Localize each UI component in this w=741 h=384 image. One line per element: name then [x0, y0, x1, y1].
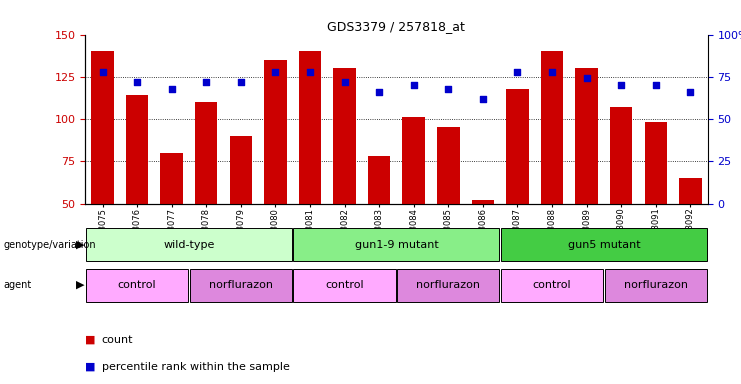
Text: count: count [102, 335, 133, 345]
Point [373, 89, 385, 95]
Bar [91, 51, 113, 204]
Text: genotype/variation: genotype/variation [4, 240, 96, 250]
Point [131, 79, 143, 85]
Point [96, 69, 108, 75]
Text: ■: ■ [85, 335, 96, 345]
Bar [605, 269, 707, 301]
Point [615, 82, 627, 88]
Text: norflurazon: norflurazon [624, 280, 688, 290]
Point [235, 79, 247, 85]
Point [339, 79, 350, 85]
Bar [293, 269, 396, 301]
Bar [86, 269, 188, 301]
Text: control: control [325, 280, 364, 290]
Text: control: control [118, 280, 156, 290]
Title: GDS3379 / 257818_at: GDS3379 / 257818_at [328, 20, 465, 33]
Bar [333, 68, 356, 204]
Bar [230, 136, 252, 204]
Point [304, 69, 316, 75]
Bar [575, 68, 598, 204]
Text: norflurazon: norflurazon [416, 280, 480, 290]
Bar [86, 228, 292, 261]
Bar [293, 228, 499, 261]
Point [477, 96, 489, 102]
Bar [195, 102, 217, 204]
Text: ▶: ▶ [76, 240, 84, 250]
Text: gun1-9 mutant: gun1-9 mutant [354, 240, 439, 250]
Point [200, 79, 212, 85]
Bar [437, 127, 459, 204]
Text: ▶: ▶ [76, 280, 84, 290]
Bar [645, 122, 667, 204]
Text: wild-type: wild-type [163, 240, 215, 250]
Bar [264, 60, 287, 204]
Bar [471, 200, 494, 204]
Text: percentile rank within the sample: percentile rank within the sample [102, 362, 290, 372]
Text: control: control [533, 280, 571, 290]
Text: gun5 mutant: gun5 mutant [568, 240, 640, 250]
Point [581, 75, 593, 81]
Point [650, 82, 662, 88]
Bar [501, 269, 603, 301]
Bar [610, 107, 632, 204]
Bar [506, 89, 528, 204]
Point [442, 86, 454, 92]
Bar [299, 51, 322, 204]
Text: ■: ■ [85, 362, 96, 372]
Bar [160, 153, 183, 204]
Bar [501, 228, 707, 261]
Bar [541, 51, 563, 204]
Point [685, 89, 697, 95]
Bar [402, 118, 425, 204]
Bar [126, 95, 148, 204]
Point [408, 82, 419, 88]
Text: norflurazon: norflurazon [209, 280, 273, 290]
Point [166, 86, 178, 92]
Bar [368, 156, 391, 204]
Bar [397, 269, 499, 301]
Bar [679, 178, 702, 204]
Point [270, 69, 282, 75]
Text: agent: agent [4, 280, 32, 290]
Point [546, 69, 558, 75]
Bar [190, 269, 292, 301]
Point [511, 69, 523, 75]
